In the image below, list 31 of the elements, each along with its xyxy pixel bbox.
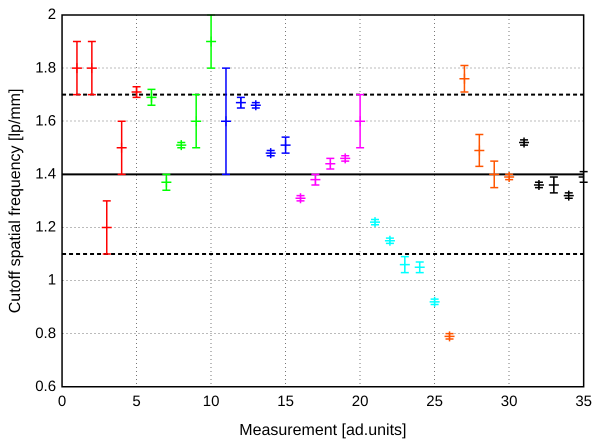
- y-tick-label: 1: [48, 272, 56, 289]
- point: [264, 147, 276, 159]
- y-tick-label: 2: [48, 6, 56, 24]
- x-tick-label: 20: [352, 392, 368, 410]
- x-tick-label: 15: [277, 392, 294, 410]
- point: [563, 190, 575, 202]
- point: [444, 330, 456, 342]
- x-tick-label: 30: [500, 392, 518, 410]
- x-tick-label: 5: [132, 392, 141, 410]
- point: [250, 100, 262, 112]
- point: [384, 234, 396, 246]
- x-tick-label: 10: [202, 392, 220, 410]
- point: [518, 136, 530, 148]
- point: [339, 152, 351, 164]
- y-axis-title: Cutoff spatial frequency [lp/mm]: [7, 88, 24, 314]
- y-tick-label: 1.2: [35, 218, 56, 236]
- x-axis-title: Measurement [ad.units]: [239, 422, 406, 439]
- point: [176, 139, 188, 151]
- y-tick-label: 0.6: [35, 378, 56, 395]
- point: [294, 192, 306, 204]
- point: [503, 171, 515, 183]
- y-tick-label: 0.8: [35, 324, 56, 342]
- y-tick-label: 1.8: [35, 59, 56, 76]
- x-tick-label: 35: [575, 392, 592, 410]
- x-tick-label: 25: [426, 392, 443, 410]
- point: [428, 296, 440, 308]
- y-tick-label: 1.4: [35, 165, 56, 182]
- y-tick-label: 1.6: [35, 112, 56, 130]
- point: [533, 179, 545, 191]
- x-tick-label: 0: [58, 392, 66, 410]
- point: [369, 216, 381, 228]
